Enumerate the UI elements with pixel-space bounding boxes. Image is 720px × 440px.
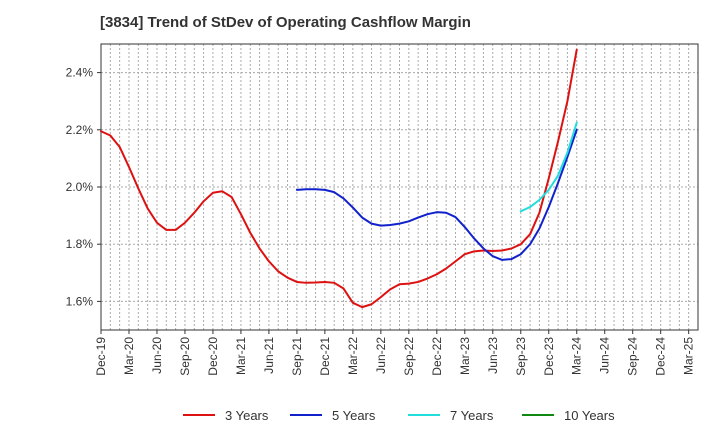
x-tick-label: Jun-21: [262, 337, 276, 374]
x-tick-label: Sep-20: [178, 337, 192, 376]
x-tick-label: Sep-22: [402, 337, 416, 376]
legend-label: 10 Years: [564, 407, 615, 423]
x-tick-label: Jun-24: [598, 337, 612, 374]
series-line-5-years: [295, 128, 578, 261]
legend-swatch: [408, 414, 440, 416]
x-tick-label: Dec-23: [542, 337, 556, 376]
x-tick-label: Mar-23: [458, 337, 472, 375]
x-tick-label: Dec-24: [654, 337, 668, 376]
legend-item: 5 Years: [290, 404, 375, 426]
y-tick-label: 2.0%: [66, 180, 94, 194]
series-lines: [100, 48, 578, 309]
legend-label: 3 Years: [225, 407, 269, 423]
x-tick-label: Dec-21: [318, 337, 332, 376]
x-tick-label: Dec-22: [430, 337, 444, 376]
x-tick-label: Mar-20: [122, 337, 136, 375]
x-tick-label: Dec-20: [206, 337, 220, 376]
x-tick-label: Mar-25: [682, 337, 696, 375]
x-tick-label: Mar-21: [234, 337, 248, 375]
legend-item: 3 Years: [183, 404, 268, 426]
chart-title: [3834] Trend of StDev of Operating Cashf…: [100, 14, 471, 31]
legend-label: 7 Years: [450, 407, 494, 423]
y-axis-ticks: 1.6% 1.8% 2.0% 2.2% 2.4%: [66, 66, 101, 308]
x-tick-label: Sep-24: [626, 337, 640, 376]
legend-label: 5 Years: [332, 407, 376, 423]
series-line-3-years: [100, 48, 578, 309]
legend-item: 10 Years: [522, 404, 615, 426]
legend-swatch: [290, 414, 322, 416]
legend-swatch: [522, 414, 554, 416]
x-tick-label: Mar-24: [570, 337, 584, 375]
y-tick-label: 1.6%: [66, 294, 94, 308]
x-tick-label: Jun-23: [486, 337, 500, 374]
legend: 3 Years 5 Years 7 Years 10 Years: [0, 404, 720, 426]
y-tick-label: 2.4%: [66, 66, 94, 80]
x-tick-label: Dec-19: [94, 337, 108, 376]
series-line-7-years: [519, 121, 578, 213]
x-tick-label: Jun-22: [374, 337, 388, 374]
x-axis-ticks: Dec-19 Mar-20 Jun-20 Sep-20 Dec-20 Mar-21 Jun-…: [94, 330, 696, 376]
y-tick-label: 2.2%: [66, 123, 94, 137]
x-tick-label: Jun-20: [150, 337, 164, 374]
x-tick-label: Mar-22: [346, 337, 360, 375]
legend-item: 7 Years: [408, 404, 493, 426]
grid-lines: [101, 44, 698, 330]
x-tick-label: Sep-21: [290, 337, 304, 376]
x-tick-label: Sep-23: [514, 337, 528, 376]
y-tick-label: 1.8%: [66, 237, 94, 251]
legend-swatch: [183, 414, 215, 416]
